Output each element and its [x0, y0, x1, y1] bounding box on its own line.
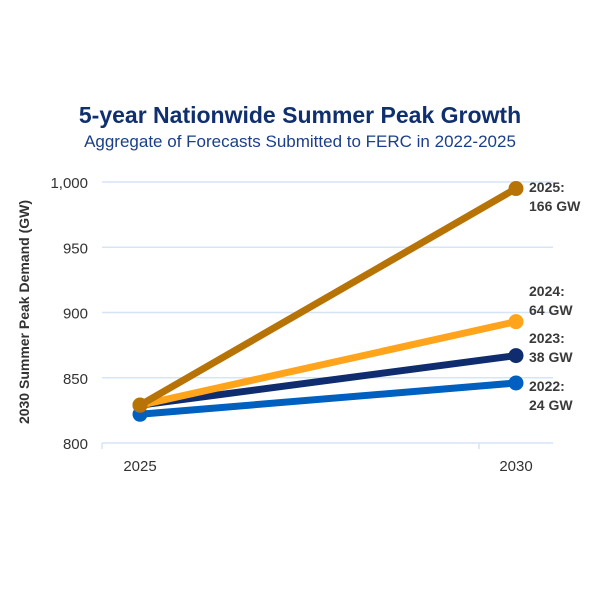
- series-line-2024: [136, 318, 520, 409]
- y-tick-label: 800: [63, 436, 88, 453]
- y-tick-label: 1,000: [50, 175, 88, 192]
- series-line-2023: [136, 352, 520, 409]
- series-line-2025: [136, 185, 520, 409]
- y-tick-label: 950: [63, 240, 88, 257]
- chart-subtitle: Aggregate of Forecasts Submitted to FERC…: [84, 132, 516, 151]
- x-tick-label: 2030: [499, 458, 532, 475]
- series-label-2023: 2023:: [529, 330, 565, 346]
- data-point-2025: [132, 397, 148, 413]
- y-tick-label: 850: [63, 371, 88, 388]
- x-tick-label: 2025: [123, 458, 156, 475]
- series-growth-2022: 24 GW: [529, 397, 573, 413]
- chart-title: 5-year Nationwide Summer Peak Growth: [78, 102, 522, 128]
- series-growth-2023: 38 GW: [529, 349, 573, 365]
- data-point-2025: [508, 181, 524, 197]
- y-axis-label: 2030 Summer Peak Demand (GW): [16, 200, 32, 424]
- series-growth-2025: 166 GW: [529, 198, 581, 214]
- series-label-2025: 2025:: [529, 179, 565, 195]
- series-label-2022: 2022:: [529, 378, 565, 394]
- series-growth-2024: 64 GW: [529, 302, 573, 318]
- y-tick-label: 900: [63, 306, 88, 323]
- series-line-2022: [136, 379, 520, 418]
- data-point-2023: [508, 348, 524, 364]
- data-point-2024: [508, 314, 524, 330]
- series-label-2024: 2024:: [529, 283, 565, 299]
- data-point-2022: [508, 375, 524, 391]
